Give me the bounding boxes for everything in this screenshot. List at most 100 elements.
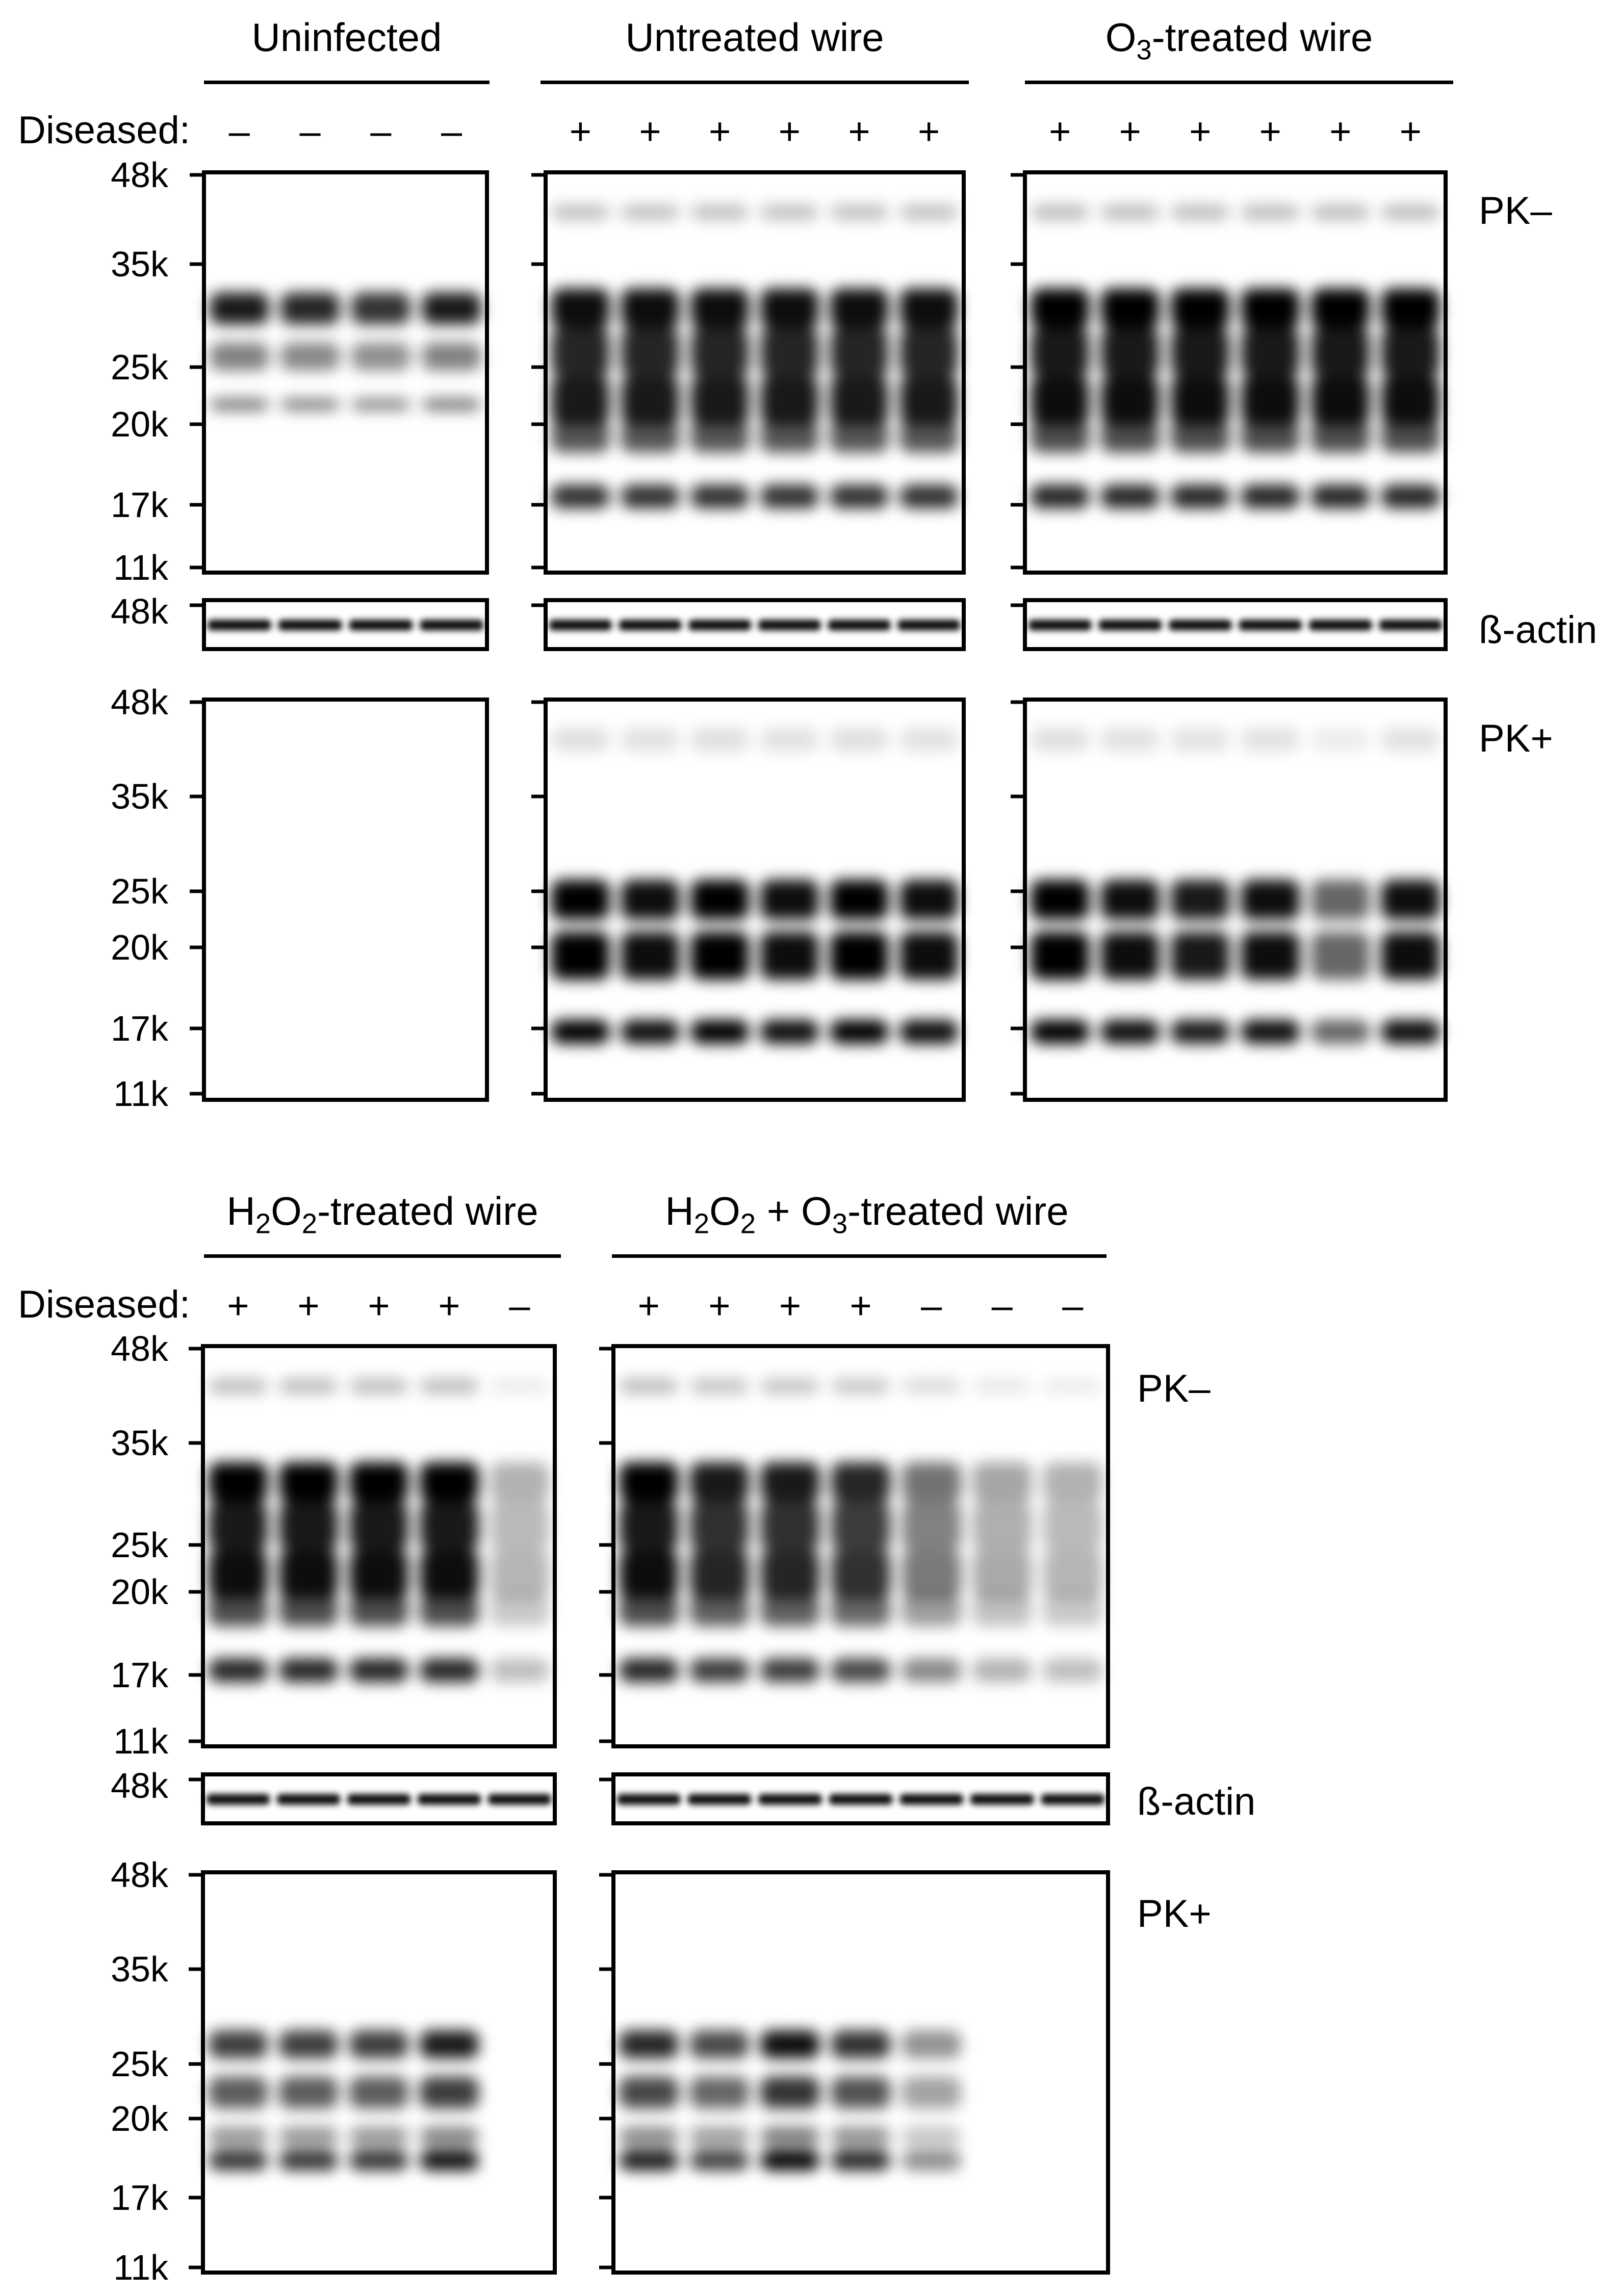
untreated-lane-5-band-4 <box>830 376 889 425</box>
o3-lane-5-band-2 <box>1311 932 1370 980</box>
untreated-lane-3-band-5 <box>690 420 750 453</box>
uninfected-lane-4-band-1 <box>422 292 481 325</box>
untreated-lane-2-band-1 <box>621 880 680 920</box>
untreated-lane-1-band-1 <box>551 880 610 920</box>
h2o2_o3-lane-3-band-6 <box>760 1658 820 1683</box>
untreated-lane-2-band-4 <box>621 376 680 425</box>
h2o2-lane-1-band-4 <box>209 2150 268 2171</box>
diseased-label-bottom: Diseased: <box>18 1283 190 1326</box>
diseased-sign-o3-2: + <box>1119 110 1141 152</box>
o3-actin-lane-5 <box>1308 620 1372 631</box>
mw-label-top-pkm-17k: 17k <box>111 485 168 525</box>
untreated-lane-6-band-1 <box>899 204 959 221</box>
mw-label-bottom-pkm-35k: 35k <box>111 1423 168 1463</box>
h2o2-pk-plus-frame <box>201 1870 557 2275</box>
uninfected-lane-3-band-2 <box>351 342 411 371</box>
h2o2_o3-lane-2-band-4 <box>689 1550 750 1598</box>
h2o2-lane-2-band-2 <box>279 2076 338 2109</box>
h2o2_o3-lane-5-band-1 <box>902 2030 961 2059</box>
o3-lane-5-band-4 <box>1311 727 1370 752</box>
o3-lane-4-band-3 <box>1241 328 1300 377</box>
diseased-sign-h2o2_o3-5: – <box>920 1284 942 1327</box>
h2o2_o3-lane-6-band-2 <box>972 1462 1032 1503</box>
untreated-lane-5-band-2 <box>830 932 889 980</box>
h2o2_o3-actin <box>611 1772 1110 1825</box>
untreated-actin <box>544 598 966 651</box>
pk-minus-label-bottom: PK– <box>1137 1367 1211 1410</box>
h2o2-lane-4-band-3 <box>420 2126 479 2147</box>
h2o2-lane-4-band-1 <box>420 2030 479 2059</box>
h2o2_o3-pk-plus-frame <box>611 1870 1110 2275</box>
untreated-actin-lane-1 <box>549 620 612 631</box>
uninfected-actin-lane-2 <box>278 620 342 631</box>
untreated-lane-4-band-1 <box>760 880 819 920</box>
h2o2_o3-lane-1-band-1 <box>619 2030 679 2059</box>
uninfected-pk-minus-bands <box>210 292 481 411</box>
uninfected-actin-lane-3 <box>349 620 413 631</box>
diseased-sign-o3-1: + <box>1049 110 1071 152</box>
untreated-lane-1-band-3 <box>551 1020 610 1044</box>
uninfected-actin-frame <box>202 598 489 651</box>
h2o2_o3-lane-2-band-3 <box>689 2126 750 2147</box>
untreated-pk-plus <box>544 698 966 1102</box>
diseased-sign-h2o2-1: + <box>227 1284 249 1327</box>
o3-lane-6-band-2 <box>1381 288 1440 329</box>
uninfected-lane-4-band-3 <box>422 398 481 411</box>
h2o2-lane-4-band-5 <box>420 1594 479 1627</box>
untreated-lane-5-band-1 <box>830 204 889 221</box>
o3-lane-5-band-1 <box>1311 204 1370 221</box>
h2o2_o3-lane-1-band-3 <box>619 1502 679 1551</box>
o3-lane-4-band-1 <box>1241 880 1300 920</box>
h2o2_o3-lane-2-band-2 <box>689 1462 750 1503</box>
uninfected-lane-1-band-1 <box>210 292 269 325</box>
pk-plus-label-bottom: PK+ <box>1137 1892 1212 1936</box>
o3-lane-2-band-3 <box>1100 328 1160 377</box>
mw-label-top-pkp-20k: 20k <box>111 927 168 967</box>
mw-label-top-pkm-25k: 25k <box>111 347 168 387</box>
h2o2_o3-lane-6-band-5 <box>972 1594 1032 1627</box>
h2o2_o3-lane-5-band-6 <box>902 1658 961 1683</box>
h2o2-actin-lane-4 <box>417 1794 481 1805</box>
o3-lane-2-band-1 <box>1100 880 1160 920</box>
uninfected-pk-plus <box>202 698 489 1102</box>
h2o2-lane-1-band-6 <box>209 1658 268 1683</box>
untreated-lane-5-band-3 <box>830 1020 889 1044</box>
o3-lane-1-band-2 <box>1031 932 1090 980</box>
o3-lane-3-band-3 <box>1171 328 1230 377</box>
h2o2_o3-lane-1-band-6 <box>619 1658 679 1683</box>
group-underline-uninfected <box>204 81 490 84</box>
o3-actin-lane-1 <box>1028 620 1092 631</box>
h2o2_o3-lane-3-band-1 <box>760 2030 820 2059</box>
untreated-pk-minus <box>544 170 966 575</box>
mw-label-bottom-pkp-25k: 25k <box>111 2044 168 2084</box>
mw-label-bottom-pkm-20k: 20k <box>111 1572 168 1612</box>
untreated-pk-minus-bands <box>551 204 959 509</box>
o3-lane-2-band-5 <box>1100 420 1160 453</box>
uninfected-lane-3-band-3 <box>351 398 411 411</box>
untreated-lane-2-band-3 <box>621 328 680 377</box>
h2o2_o3-lane-2-band-6 <box>689 1658 750 1683</box>
h2o2-lane-3-band-3 <box>349 2126 408 2147</box>
mw-label-bottom-pkp-11k: 11k <box>113 2248 168 2287</box>
untreated-lane-1-band-2 <box>551 288 610 329</box>
o3-lane-3-band-4 <box>1171 727 1230 752</box>
h2o2_o3-lane-2-band-1 <box>689 2030 750 2059</box>
o3-lane-1-band-1 <box>1031 880 1090 920</box>
o3-lane-3-band-1 <box>1171 204 1230 221</box>
o3-lane-2-band-6 <box>1100 484 1160 509</box>
untreated-lane-4-band-3 <box>760 328 819 377</box>
beta-actin-label-top: ß-actin <box>1479 608 1598 652</box>
o3-pk-minus <box>1023 170 1448 575</box>
diseased-sign-o3-4: + <box>1259 110 1281 152</box>
h2o2_o3-pk-minus-bands <box>619 1378 1102 1683</box>
o3-lane-1-band-5 <box>1031 420 1090 453</box>
h2o2_o3-lane-6-band-1 <box>972 1378 1032 1395</box>
o3-pk-minus-frame <box>1023 170 1448 575</box>
untreated-lane-4-band-5 <box>760 420 819 453</box>
h2o2_o3-lane-4-band-2 <box>831 2076 891 2109</box>
untreated-lane-3-band-4 <box>690 727 750 752</box>
h2o2_o3-lane-5-band-1 <box>902 1378 961 1395</box>
uninfected-lane-1-band-2 <box>210 342 269 371</box>
diseased-sign-untreated-2: + <box>639 110 661 152</box>
o3-lane-2-band-2 <box>1100 288 1160 329</box>
